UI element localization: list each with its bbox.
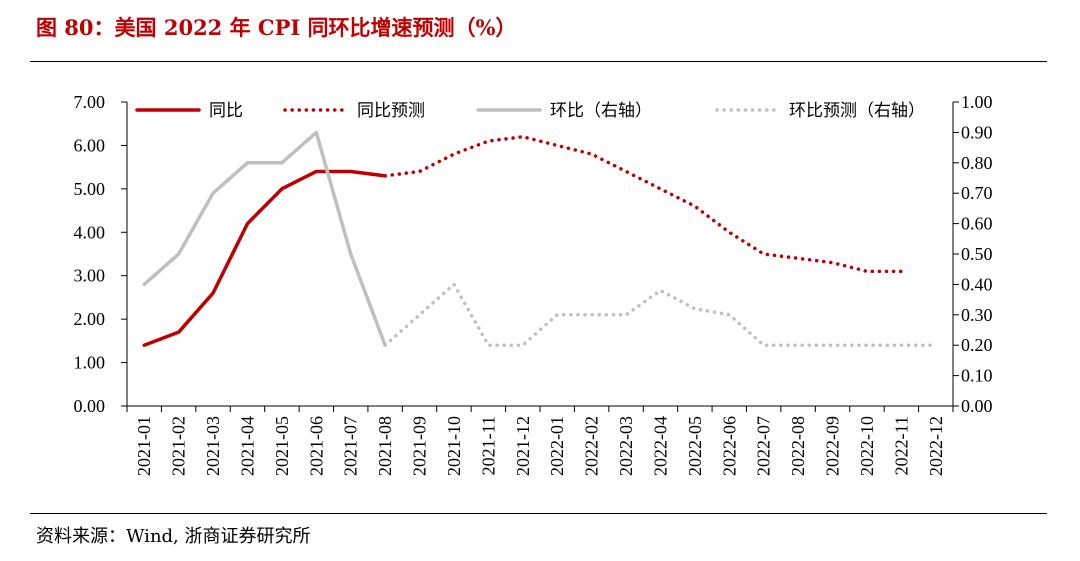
x-tick-label: 2021-08 — [375, 416, 395, 476]
x-tick-label: 2022-11 — [891, 416, 911, 475]
left-tick-label: 7.00 — [74, 92, 106, 112]
series-line-同比预测 — [383, 134, 904, 274]
left-tick-label: 2.00 — [74, 309, 106, 329]
right-tick-label: 0.10 — [961, 366, 993, 386]
left-tick-label: 3.00 — [74, 266, 106, 286]
left-tick-label: 6.00 — [74, 135, 106, 155]
legend-label: 环比（右轴） — [550, 101, 652, 121]
right-tick-label: 1.00 — [961, 92, 993, 112]
title-divider — [30, 61, 1047, 62]
x-tick-label: 2022-12 — [926, 416, 946, 476]
x-tick-label: 2022-07 — [754, 416, 774, 476]
right-axis-ticks: 0.00 0.10 0.20 0.30 0.40 0.50 0.60 0.70 0.80 0.90… — [953, 92, 993, 416]
chart-title: 图 80：美国 2022 年 CPI 同环比增速预测（%） — [36, 15, 517, 40]
x-tick-label: 2021-11 — [478, 416, 498, 475]
source-divider — [30, 513, 1047, 514]
x-tick-label: 2022-10 — [857, 416, 877, 476]
legend-label: 环比预测（右轴） — [789, 101, 925, 121]
x-tick-label: 2022-02 — [582, 416, 602, 476]
legend-label: 同比 — [209, 101, 243, 121]
left-tick-label: 1.00 — [74, 353, 106, 373]
series-layer — [142, 130, 938, 347]
left-axis-ticks: 0.00 1.00 2.00 3.00 4.00 5.00 6.00 7.00 — [74, 92, 127, 416]
left-tick-label: 5.00 — [74, 179, 106, 199]
x-tick-label: 2021-02 — [169, 416, 189, 476]
right-tick-label: 0.60 — [961, 214, 993, 234]
x-tick-label: 2021-07 — [341, 416, 361, 476]
right-tick-label: 0.70 — [961, 183, 993, 203]
source-note: 资料来源：Wind, 浙商证券研究所 — [36, 526, 311, 547]
x-tick-label: 2021-09 — [410, 416, 430, 476]
x-tick-label: 2022-03 — [616, 416, 636, 476]
chart-legend: 同比 同比预测 环比（右轴） 环比预测（右轴） — [135, 101, 925, 121]
x-tick-label: 2022-09 — [823, 416, 843, 476]
x-tick-label: 2021-12 — [513, 416, 533, 476]
x-tick-label: 2021-03 — [203, 416, 223, 476]
x-tick-label: 2021-06 — [306, 416, 326, 476]
x-tick-label: 2021-01 — [134, 416, 154, 476]
right-tick-label: 0.40 — [961, 274, 993, 294]
x-tick-label: 2022-04 — [650, 416, 670, 476]
x-tick-label: 2021-10 — [444, 416, 464, 476]
right-tick-label: 0.00 — [961, 396, 993, 416]
series-line-环比预测（右轴） — [383, 282, 938, 347]
x-tick-label: 2022-06 — [719, 416, 739, 476]
chart-axes — [126, 102, 954, 407]
right-tick-label: 0.50 — [961, 244, 993, 264]
x-tick-label: 2022-01 — [547, 416, 567, 476]
x-tick-label: 2022-05 — [685, 416, 705, 476]
left-tick-label: 0.00 — [74, 396, 106, 416]
x-tick-label: 2022-08 — [788, 416, 808, 476]
right-tick-label: 0.90 — [961, 122, 993, 142]
x-tick-label: 2021-04 — [237, 416, 257, 476]
series-line-同比 — [142, 169, 387, 347]
left-tick-label: 4.00 — [74, 222, 106, 242]
right-tick-label: 0.20 — [961, 335, 993, 355]
right-tick-label: 0.80 — [961, 153, 993, 173]
x-axis-ticks: 2021-01 2021-02 2021-03 2021-04 2021-05 2021-… — [126, 406, 954, 476]
series-line-环比（右轴） — [142, 130, 387, 347]
right-tick-label: 0.30 — [961, 305, 993, 325]
legend-label: 同比预测 — [357, 101, 425, 121]
x-tick-label: 2021-05 — [272, 416, 292, 476]
